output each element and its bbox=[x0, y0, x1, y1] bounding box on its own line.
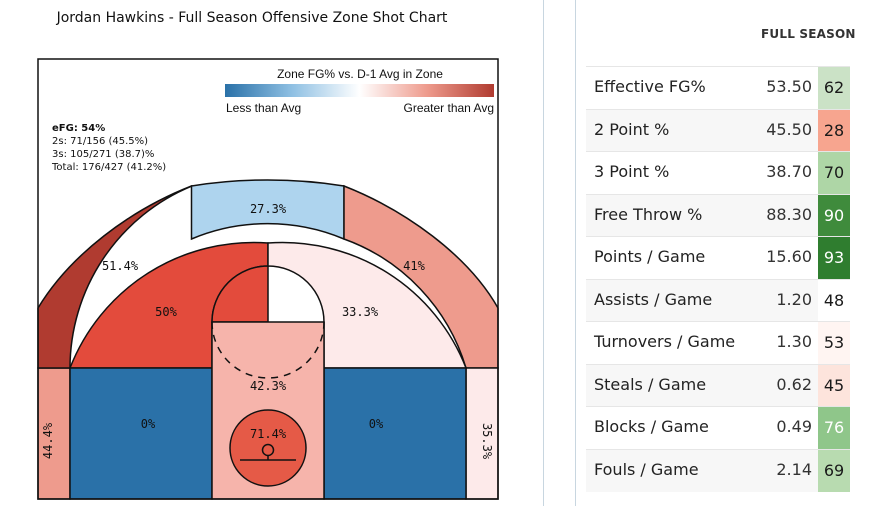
zone-label-left-wing-3: 51.4% bbox=[102, 259, 139, 273]
shot-chart: Jordan Hawkins - Full Season Offensive Z… bbox=[37, 10, 499, 500]
stat-label: Turnovers / Game bbox=[594, 332, 736, 351]
stat-label: Steals / Game bbox=[594, 374, 707, 394]
summary-total: Total: 176/427 (41.2%) bbox=[51, 162, 166, 173]
summary-twos: 2s: 71/156 (45.5%) bbox=[52, 136, 148, 147]
zone-left-wing-3 bbox=[37, 184, 193, 369]
court-border bbox=[37, 58, 499, 500]
stat-percentile-badge: 76 bbox=[818, 407, 850, 449]
stat-label: Free Throw % bbox=[594, 204, 703, 224]
legend-colorbar bbox=[225, 84, 494, 97]
legend-title: Zone FG% vs. D-1 Avg in Zone bbox=[277, 67, 443, 81]
stat-percentile-badge: 70 bbox=[818, 152, 850, 194]
stat-row: Points / Game 15.60 93 bbox=[586, 236, 850, 279]
stat-row: Assists / Game 1.20 48 bbox=[586, 278, 850, 322]
legend-low-label: Less than Avg bbox=[226, 101, 301, 115]
zone-label-left-corner-3: 44.4% bbox=[41, 422, 55, 459]
stat-row: Fouls / Game 2.14 69 bbox=[586, 448, 850, 492]
stat-value: 53.50 bbox=[766, 77, 812, 96]
zone-right-baseline-2 bbox=[323, 367, 467, 500]
stat-percentile-badge: 90 bbox=[818, 194, 850, 237]
zone-label-right-midrange: 33.3% bbox=[342, 305, 379, 319]
stat-row: 3 Point % 38.70 70 bbox=[586, 151, 850, 194]
zone-right-midrange bbox=[267, 241, 468, 369]
stat-row: Steals / Game 0.62 45 bbox=[586, 363, 850, 407]
stat-value: 1.30 bbox=[776, 332, 812, 351]
stat-percentile-badge: 28 bbox=[818, 109, 850, 152]
stat-value: 0.62 bbox=[776, 374, 812, 394]
stat-value: 38.70 bbox=[766, 162, 812, 181]
stat-label: Effective FG% bbox=[594, 77, 706, 96]
zone-label-paint: 42.3% bbox=[250, 379, 287, 393]
zone-label-right-wing-3: 41% bbox=[403, 259, 425, 273]
stat-label: Assists / Game bbox=[594, 289, 713, 309]
summary-efg: eFG: 54% bbox=[52, 123, 105, 134]
zone-label-restricted-area: 71.4% bbox=[250, 427, 287, 441]
zone-label-right-corner-3: 35.3% bbox=[480, 423, 494, 460]
court-lines bbox=[211, 321, 325, 461]
zone-left-baseline-2 bbox=[69, 367, 213, 500]
stat-value: 1.20 bbox=[776, 289, 812, 309]
stat-percentile-badge: 93 bbox=[818, 237, 850, 279]
zone-elbow-left bbox=[211, 265, 269, 323]
stat-label: Blocks / Game bbox=[594, 417, 709, 436]
stat-label: 3 Point % bbox=[594, 162, 670, 181]
chart-title: Jordan Hawkins - Full Season Offensive Z… bbox=[56, 10, 448, 26]
stat-percentile-badge: 45 bbox=[818, 364, 850, 407]
stat-value: 0.49 bbox=[776, 417, 812, 436]
zone-restricted-area bbox=[229, 409, 307, 487]
panel-divider-right bbox=[575, 0, 576, 506]
zone-label-top-key-3: 27.3% bbox=[250, 202, 287, 216]
stat-percentile-badge: 53 bbox=[818, 322, 850, 364]
stat-label: Points / Game bbox=[594, 247, 706, 266]
stat-row: Free Throw % 88.30 90 bbox=[586, 193, 850, 237]
zone-label-left-baseline-2: 0% bbox=[141, 417, 156, 431]
stat-row: Effective FG% 53.50 62 bbox=[586, 66, 850, 109]
summary-threes: 3s: 105/271 (38.7)% bbox=[52, 149, 154, 160]
panel-divider-left bbox=[543, 0, 544, 506]
stat-value: 88.30 bbox=[766, 204, 812, 224]
stat-label: 2 Point % bbox=[594, 119, 670, 139]
stat-row: Turnovers / Game 1.30 53 bbox=[586, 321, 850, 364]
zone-label-left-midrange: 50% bbox=[155, 305, 177, 319]
legend-high-label: Greater than Avg bbox=[403, 101, 494, 115]
zone-label-right-baseline-2: 0% bbox=[369, 417, 384, 431]
stat-row: Blocks / Game 0.49 76 bbox=[586, 406, 850, 449]
stat-percentile-badge: 48 bbox=[818, 279, 850, 322]
stat-row: 2 Point % 45.50 28 bbox=[586, 108, 850, 152]
stats-header: FULL SEASON bbox=[761, 27, 856, 41]
stat-percentile-badge: 69 bbox=[818, 449, 850, 492]
stat-value: 45.50 bbox=[766, 119, 812, 139]
stat-value: 2.14 bbox=[776, 459, 812, 479]
stat-percentile-badge: 62 bbox=[818, 67, 850, 109]
stat-value: 15.60 bbox=[766, 247, 812, 266]
stat-label: Fouls / Game bbox=[594, 459, 699, 479]
